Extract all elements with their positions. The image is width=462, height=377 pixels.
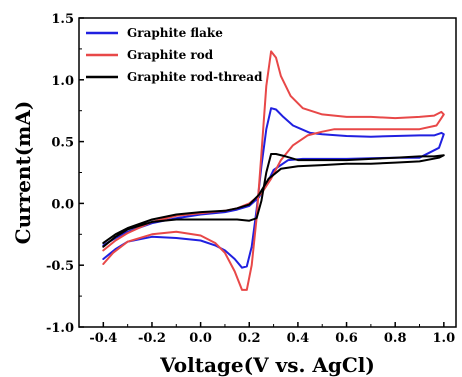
series-layer xyxy=(102,50,445,291)
legend-label-3: Graphite rod-thread xyxy=(127,70,263,84)
y-tick-label: -0.5 xyxy=(46,259,74,274)
legend-label-1: Graphite flake xyxy=(127,26,223,40)
y-tick-label: -1.0 xyxy=(46,321,74,336)
x-tick-label: -0.2 xyxy=(138,331,166,346)
series-line-1 xyxy=(102,107,445,269)
y-tick-label: 0.5 xyxy=(51,136,74,151)
series-line-3 xyxy=(102,153,445,248)
x-tick-label: 0.8 xyxy=(384,331,407,346)
x-axis-label: Voltage(V vs. AgCl) xyxy=(159,353,375,377)
x-tick-label: -0.4 xyxy=(89,331,117,346)
ticks-layer: -0.4 -0.2 0.0 0.2 0.4 0.6 0.8 1.0 -1.0 -0.5 0.0 0.5… xyxy=(46,12,455,346)
legend: Graphite flake Graphite rod Graphite rod-t… xyxy=(86,26,263,84)
x-tick-label: 1.0 xyxy=(433,331,456,346)
y-tick-label: 1.0 xyxy=(51,74,74,89)
x-tick-label: 0.2 xyxy=(238,331,261,346)
y-axis-label: Current(mA) xyxy=(11,101,35,245)
y-tick-label: 0.0 xyxy=(51,197,74,212)
x-tick-label: 0.0 xyxy=(189,331,212,346)
x-tick-label: 0.4 xyxy=(287,331,310,346)
legend-label-2: Graphite rod xyxy=(127,48,214,62)
y-tick-label: 1.5 xyxy=(51,12,74,27)
x-tick-label: 0.6 xyxy=(335,331,358,346)
plot-frame xyxy=(78,17,457,328)
